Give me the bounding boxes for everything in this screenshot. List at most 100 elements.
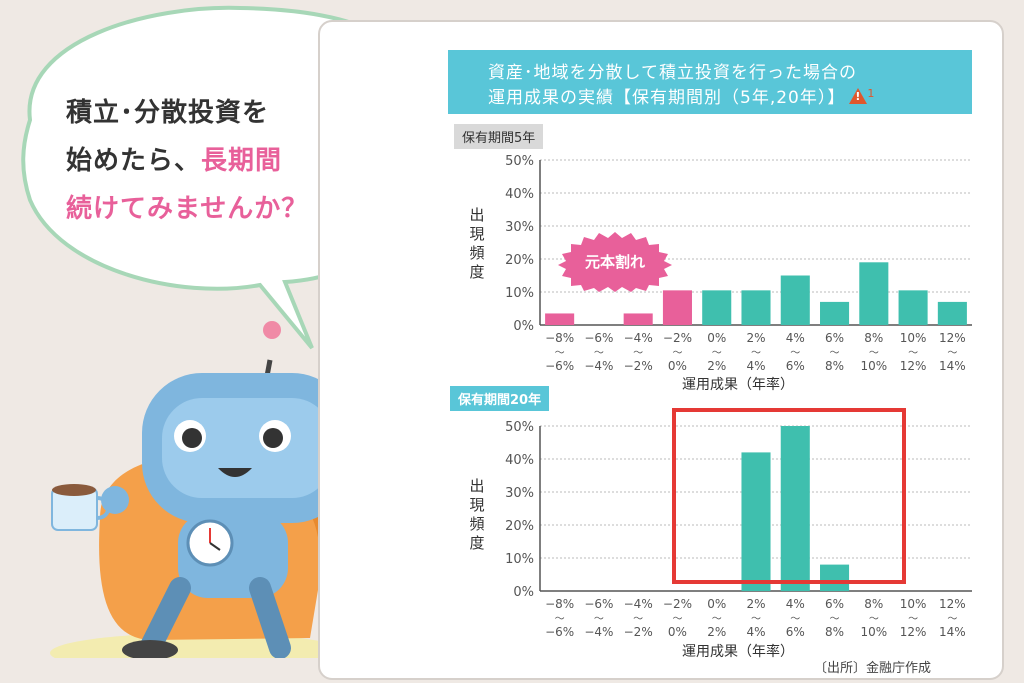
x-tick-label: 8% [864, 331, 883, 345]
x-tick-label: −2% [624, 359, 653, 373]
x-tick-label: 14% [939, 625, 966, 639]
x-tick-label: −8% [545, 331, 574, 345]
x-tick-label: 10% [860, 359, 887, 373]
header-line-1: 資産･地域を分散して積立投資を行った場合の [488, 63, 857, 83]
x-tick-label: 〜 [869, 348, 879, 359]
x-tick-label: −6% [545, 359, 574, 373]
x-tick-label: −4% [584, 625, 613, 639]
chart-5yr: 0% 10% 20% 30% 40% 50% −8% 〜 −6% −6% 〜 −4% −4% 〜 −2% −2… [440, 150, 980, 385]
y-tick-label: 10% [505, 286, 534, 301]
y-tick-label: 40% [505, 187, 534, 202]
x-tick-label: 〜 [633, 348, 643, 359]
x-tick-label: 0% [707, 597, 726, 611]
x-tick-label: 2% [707, 359, 726, 373]
bar [741, 290, 771, 325]
xlabel-20yr: 運用成果（年率） [682, 644, 794, 660]
x-tick-label: 8% [825, 359, 844, 373]
x-tick-label: 10% [860, 625, 887, 639]
robot-illustration [50, 321, 370, 658]
x-tick-label: 2% [746, 331, 765, 345]
ylabel-5yr: 出現頻度 [469, 206, 485, 281]
x-tick-label: 6% [786, 359, 805, 373]
bar [662, 290, 692, 325]
x-tick-label: 〜 [751, 348, 761, 359]
x-tick-label: −4% [624, 331, 653, 345]
x-tick-label: 12% [900, 359, 927, 373]
y-tick-label: 30% [505, 486, 534, 501]
y-tick-label: 50% [505, 154, 534, 169]
x-tick-label: 12% [939, 331, 966, 345]
bar [741, 452, 771, 591]
x-tick-label: 〜 [830, 348, 840, 359]
speech-line-1: 積立･分散投資を [66, 98, 270, 128]
x-tick-label: −4% [584, 359, 613, 373]
x-tick-label: 〜 [633, 614, 643, 625]
x-tick-label: 6% [825, 597, 844, 611]
y-tick-label: 40% [505, 453, 534, 468]
bar [937, 301, 967, 325]
panel-label-5yr: 保有期間5年 [454, 124, 544, 149]
x-tick-label: 〜 [908, 348, 918, 359]
bar [780, 426, 810, 591]
x-tick-label: 〜 [712, 614, 722, 625]
chart-20yr: 0% 10% 20% 30% 40% 50% −8% 〜 −6% −6% 〜 −4% −4% 〜 −2% −2… [440, 416, 980, 651]
x-tick-label: 〜 [594, 348, 604, 359]
x-tick-label: 〜 [555, 348, 565, 359]
x-tick-label: 〜 [947, 614, 957, 625]
speech-line-2: 始めたら、長期間 [66, 140, 282, 177]
speech-line-2-plain: 始めたら、 [66, 146, 202, 176]
x-tick-label: 8% [825, 625, 844, 639]
warning-icon: ! [849, 88, 868, 104]
y-tick-label: 10% [505, 552, 534, 567]
x-tick-label: 〜 [672, 614, 682, 625]
x-tick-label: 4% [746, 359, 765, 373]
bar [859, 262, 889, 325]
bar [780, 275, 810, 325]
x-tick-label: 12% [900, 625, 927, 639]
x-tick-label: 4% [786, 331, 805, 345]
speech-line-2-emphasis: 長期間 [201, 146, 283, 176]
x-tick-label: 〜 [555, 614, 565, 625]
x-tick-label: −6% [584, 597, 613, 611]
x-tick-label: −6% [584, 331, 613, 345]
x-tick-label: −2% [663, 331, 692, 345]
x-tick-label: 4% [746, 625, 765, 639]
principal-loss-label: 元本割れ [584, 253, 645, 271]
x-tick-label: −8% [545, 597, 574, 611]
panel-label-20yr: 保有期間20年 [450, 386, 550, 411]
x-tick-label: −2% [663, 597, 692, 611]
x-tick-label: 0% [668, 625, 687, 639]
x-tick-label: 8% [864, 597, 883, 611]
coffee-cup-icon [51, 484, 111, 531]
header-line-2: 運用成果の実績【保有期間別（5年,20年）】! 1 [488, 83, 875, 108]
y-tick-label: 30% [505, 220, 534, 235]
x-tick-label: 0% [668, 359, 687, 373]
speech-line-3: 続けてみませんか？ [66, 194, 309, 224]
x-tick-label: 〜 [947, 348, 957, 359]
x-tick-label: 14% [939, 359, 966, 373]
y-tick-label: 20% [505, 253, 534, 268]
x-tick-label: −4% [624, 597, 653, 611]
x-tick-label: 6% [786, 625, 805, 639]
x-tick-label: 〜 [830, 614, 840, 625]
x-tick-label: −6% [545, 625, 574, 639]
y-tick-label: 0% [513, 319, 534, 334]
x-tick-label: 〜 [790, 348, 800, 359]
x-tick-label: 0% [707, 331, 726, 345]
x-tick-label: 〜 [594, 614, 604, 625]
x-tick-label: 2% [746, 597, 765, 611]
bar [820, 301, 850, 325]
x-tick-label: 10% [900, 597, 927, 611]
x-tick-label: 10% [900, 331, 927, 345]
x-tick-label: −2% [624, 625, 653, 639]
warning-number: 1 [867, 87, 876, 100]
x-tick-label: 〜 [908, 614, 918, 625]
header-line-2-text: 運用成果の実績【保有期間別（5年,20年）】 [488, 88, 846, 108]
source-note: 〔出所〕金融庁作成 [814, 661, 932, 676]
x-tick-label: 〜 [712, 348, 722, 359]
bar [898, 290, 928, 325]
y-tick-label: 50% [505, 420, 534, 435]
x-tick-label: 4% [786, 597, 805, 611]
principal-loss-badge: 元本割れ [556, 232, 674, 292]
antenna-icon [263, 321, 281, 339]
